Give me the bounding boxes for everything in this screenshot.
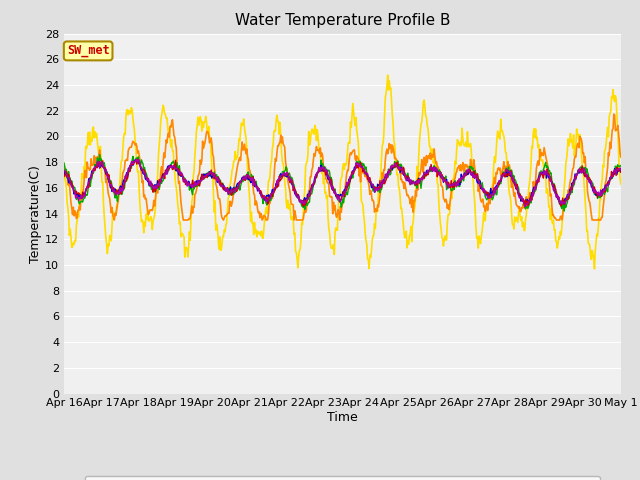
Legend: 0cm, +5cm, +10cm, +30cm, +50cm, TC_temp11: 0cm, +5cm, +10cm, +30cm, +50cm, TC_temp1…	[85, 476, 600, 480]
X-axis label: Time: Time	[327, 411, 358, 424]
Y-axis label: Temperature(C): Temperature(C)	[29, 165, 42, 263]
Title: Water Temperature Profile B: Water Temperature Profile B	[235, 13, 450, 28]
Text: SW_met: SW_met	[67, 44, 109, 58]
